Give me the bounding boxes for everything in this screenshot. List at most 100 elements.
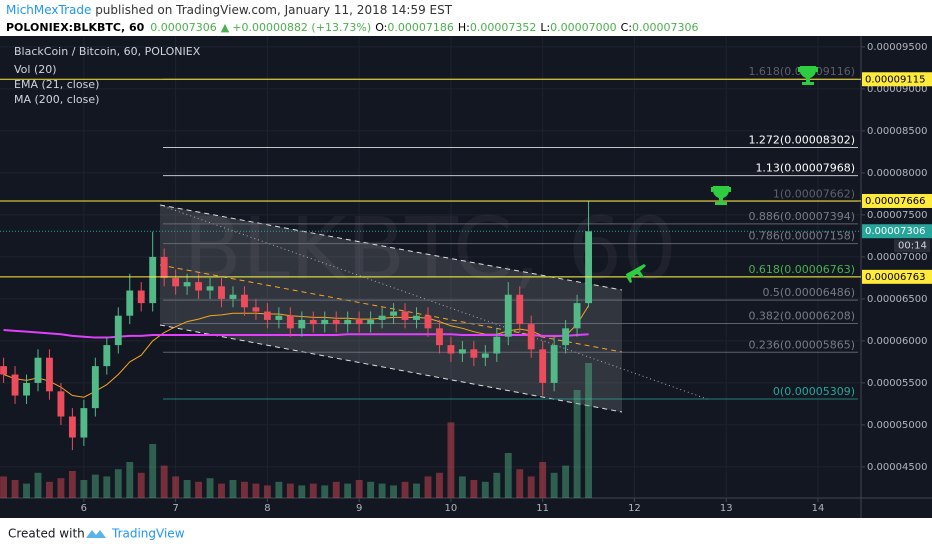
candle-body bbox=[344, 319, 352, 325]
channel-top bbox=[159, 204, 623, 291]
candle-body bbox=[57, 391, 65, 417]
volume-bar bbox=[46, 481, 53, 498]
candle-body bbox=[263, 311, 271, 320]
candle-body bbox=[229, 294, 237, 299]
fib-label: 0.886(0.00007394) bbox=[748, 210, 855, 223]
volume-bar bbox=[481, 481, 489, 498]
candle-body bbox=[91, 366, 99, 409]
candle-body bbox=[183, 282, 191, 287]
volume-bar bbox=[458, 476, 466, 498]
volume-bar bbox=[160, 465, 168, 498]
volume-bar bbox=[137, 472, 145, 498]
candle-body bbox=[126, 290, 134, 316]
price-label-bg bbox=[862, 72, 932, 87]
volume-bar bbox=[57, 478, 65, 498]
chart-title: BlackCoin / Bitcoin, 60, POLONIEX bbox=[14, 45, 201, 58]
ohlc-value: 0.00007352 bbox=[470, 21, 536, 34]
legend-entry: Vol (20) bbox=[14, 63, 57, 76]
volume-bar bbox=[286, 483, 294, 498]
candle-body bbox=[390, 311, 398, 316]
volume-bar bbox=[436, 472, 443, 498]
channel-drawing bbox=[159, 204, 711, 413]
candle-body bbox=[504, 294, 512, 337]
y-tick-label: 0.00009500 bbox=[867, 42, 927, 53]
candle-body bbox=[321, 319, 329, 325]
countdown: 00:14 bbox=[898, 241, 927, 252]
fib-label: 0(0.00005309) bbox=[773, 385, 855, 398]
volume-bar bbox=[516, 469, 524, 498]
candle-body bbox=[172, 277, 180, 287]
candle-body bbox=[378, 315, 386, 320]
volume-bar bbox=[401, 481, 409, 498]
candle-body bbox=[562, 328, 570, 346]
footer-brand[interactable]: TradingView bbox=[111, 527, 185, 541]
candle-body bbox=[206, 286, 214, 291]
author[interactable]: MichMexTrade bbox=[6, 3, 91, 17]
footer-created: Created with bbox=[8, 527, 85, 541]
volume-bar bbox=[504, 453, 512, 498]
volume-bar bbox=[585, 363, 593, 498]
x-tick-label: 13 bbox=[720, 503, 733, 514]
last-price-label: 0.00007306 bbox=[865, 226, 925, 237]
volume-bar bbox=[206, 478, 214, 498]
legend: BlackCoin / Bitcoin, 60, POLONIEX Vol (2… bbox=[14, 45, 201, 106]
price-label: 0.00006763 bbox=[865, 272, 925, 283]
candle-body bbox=[332, 319, 340, 325]
volume-bar bbox=[298, 485, 306, 498]
candle-body bbox=[424, 315, 432, 329]
volume-bar bbox=[573, 390, 581, 498]
volume-bar bbox=[263, 485, 271, 498]
price-label-bg bbox=[862, 269, 932, 284]
candle-body bbox=[195, 282, 203, 291]
candle-body bbox=[355, 319, 363, 325]
candle-body bbox=[23, 382, 30, 396]
candle-body bbox=[11, 374, 19, 396]
volume-bar bbox=[34, 472, 42, 498]
candle-body bbox=[470, 349, 478, 358]
icons bbox=[626, 66, 818, 283]
volume-bar bbox=[413, 483, 420, 498]
published: published on TradingView.com, January 11… bbox=[91, 3, 452, 17]
candle-body bbox=[218, 286, 225, 299]
x-tick-label: 14 bbox=[812, 503, 825, 514]
candle-body bbox=[0, 366, 8, 375]
candle-body bbox=[103, 345, 111, 367]
candle-body bbox=[573, 303, 581, 329]
volume-bar bbox=[11, 480, 19, 498]
header-bg bbox=[0, 0, 932, 36]
volume-bar bbox=[103, 476, 111, 498]
volume-bar bbox=[0, 476, 8, 498]
candle-body bbox=[458, 349, 466, 354]
x-tick-label: 8 bbox=[264, 503, 270, 514]
volume bbox=[0, 363, 593, 498]
fib-label: 1.272(0.00008302) bbox=[748, 134, 855, 147]
volume-bar bbox=[241, 481, 248, 498]
arrow: ▲ bbox=[221, 21, 230, 34]
candle-body bbox=[539, 349, 547, 383]
volume-bar bbox=[321, 485, 329, 498]
candle-body bbox=[241, 294, 248, 308]
y-tick-label: 0.00006000 bbox=[867, 336, 927, 347]
ohlc-key: C: bbox=[621, 21, 632, 34]
watermark: BLKBTC, 60 bbox=[183, 199, 677, 299]
y-tick-label: 0.00005500 bbox=[867, 378, 927, 389]
y-tick-label: 0.00008500 bbox=[867, 126, 927, 137]
last: 0.00007306 bbox=[150, 21, 216, 34]
countdown-bg bbox=[894, 239, 930, 253]
candle-body bbox=[309, 319, 317, 325]
y-tick-label: 0.00005000 bbox=[867, 420, 927, 431]
fib-label: 0.5(0.00006486) bbox=[762, 286, 855, 299]
trophy-icon bbox=[711, 186, 731, 205]
price-label: 0.00009115 bbox=[865, 74, 925, 85]
volume-bar bbox=[126, 462, 134, 498]
fib-label: 0.236(0.00005865) bbox=[748, 338, 855, 351]
ohlc-key: O: bbox=[375, 21, 387, 34]
y-tick-label: 0.00008000 bbox=[867, 168, 927, 179]
fib-label: 0.382(0.00006208) bbox=[748, 309, 855, 322]
fib-label: 1.13(0.00007968) bbox=[755, 162, 855, 175]
candles bbox=[0, 200, 593, 451]
volume-bar bbox=[149, 444, 157, 498]
ohlc-key: L: bbox=[540, 21, 550, 34]
volume-bar bbox=[114, 469, 122, 498]
x-tick-label: 11 bbox=[536, 503, 549, 514]
